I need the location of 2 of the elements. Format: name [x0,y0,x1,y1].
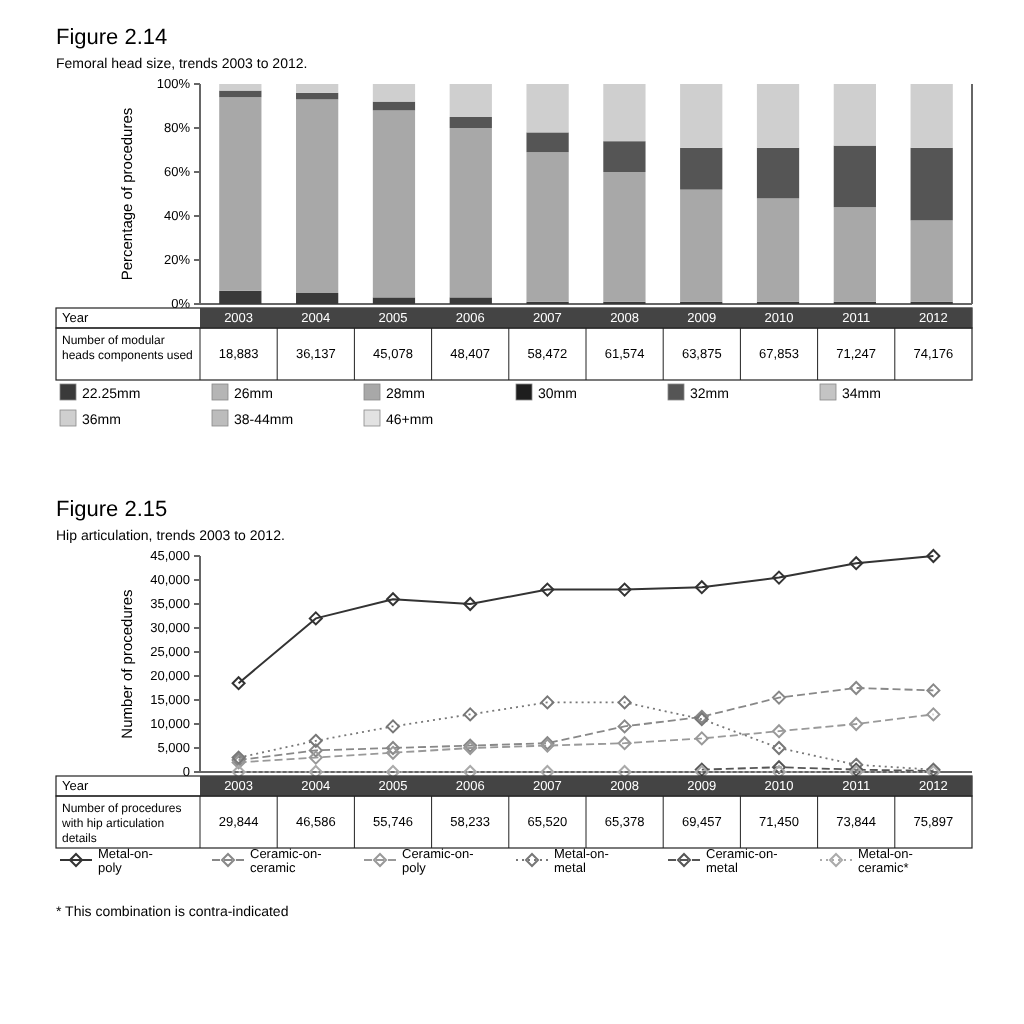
chart-title: Figure 2.15 [56,498,168,522]
chart-title: Figure 2.14 [56,26,168,50]
